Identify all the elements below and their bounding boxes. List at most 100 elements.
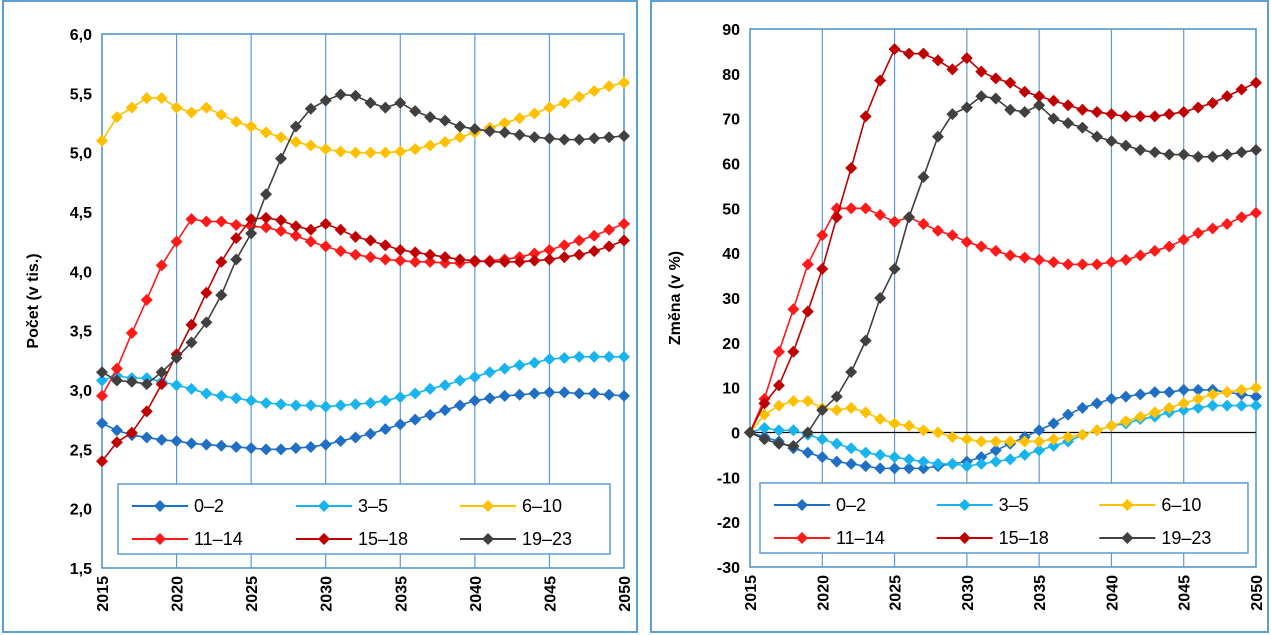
data-point bbox=[917, 462, 930, 475]
data-point bbox=[758, 433, 771, 446]
legend-item: 11–14 bbox=[774, 528, 885, 548]
data-point bbox=[185, 106, 198, 119]
data-point bbox=[845, 401, 858, 414]
legend-label: 0–2 bbox=[836, 495, 866, 515]
legend-marker bbox=[958, 532, 971, 544]
data-point bbox=[859, 460, 872, 473]
data-point bbox=[394, 145, 407, 158]
data-point bbox=[483, 255, 496, 268]
series-15–18 bbox=[96, 211, 630, 468]
x-tick-label: 2040 bbox=[468, 576, 485, 612]
legend-marker bbox=[318, 533, 330, 545]
data-point bbox=[1148, 146, 1161, 159]
data-point bbox=[903, 462, 916, 475]
data-point bbox=[230, 392, 243, 405]
data-point bbox=[528, 356, 541, 369]
data-point bbox=[1177, 105, 1190, 118]
data-point bbox=[513, 359, 526, 372]
legend-marker bbox=[154, 533, 166, 545]
data-point bbox=[758, 408, 771, 421]
data-point bbox=[140, 431, 153, 444]
data-point bbox=[888, 417, 901, 430]
data-point bbox=[245, 394, 258, 407]
data-point bbox=[349, 248, 362, 261]
y-tick-label: 20 bbox=[722, 336, 740, 353]
y-tick-label: 2,5 bbox=[70, 442, 92, 459]
data-point bbox=[319, 240, 332, 253]
data-point bbox=[110, 362, 123, 375]
data-point bbox=[379, 101, 392, 114]
data-point bbox=[1250, 144, 1262, 157]
y-tick-label: 90 bbox=[722, 22, 740, 39]
data-point bbox=[230, 115, 243, 128]
data-point bbox=[543, 386, 556, 399]
data-point bbox=[618, 389, 630, 402]
data-point bbox=[1134, 110, 1147, 123]
data-point bbox=[439, 251, 452, 264]
data-point bbox=[931, 426, 944, 439]
data-point bbox=[1090, 258, 1103, 271]
x-tick-label: 2045 bbox=[542, 576, 559, 612]
data-point bbox=[989, 72, 1002, 85]
data-point bbox=[304, 235, 317, 248]
legend-marker bbox=[796, 532, 808, 544]
y-tick-label: 3,0 bbox=[70, 383, 92, 400]
data-point bbox=[319, 400, 332, 413]
data-point bbox=[588, 245, 601, 258]
series-11–14 bbox=[96, 213, 630, 402]
plot-area bbox=[101, 33, 625, 569]
data-point bbox=[772, 399, 785, 412]
data-point bbox=[888, 215, 901, 228]
data-point bbox=[816, 229, 829, 242]
data-point bbox=[155, 366, 168, 379]
data-point bbox=[498, 389, 511, 402]
data-point bbox=[1062, 258, 1075, 271]
y-tick-label: 50 bbox=[722, 201, 740, 218]
data-point bbox=[498, 126, 511, 139]
legend-item: 0–2 bbox=[774, 495, 866, 515]
series-6–10 bbox=[96, 76, 630, 159]
series-19–23 bbox=[96, 88, 630, 391]
legend-item: 15–18 bbox=[936, 528, 1049, 548]
data-point bbox=[1119, 139, 1132, 152]
data-point bbox=[110, 436, 123, 449]
data-point bbox=[1250, 390, 1262, 403]
data-point bbox=[558, 351, 571, 364]
y-tick-label: 2,0 bbox=[70, 502, 92, 519]
data-point bbox=[230, 440, 243, 453]
y-tick-label: 6,0 bbox=[70, 27, 92, 44]
data-point bbox=[1206, 222, 1219, 235]
data-point bbox=[859, 202, 872, 215]
data-point bbox=[1004, 435, 1017, 448]
data-point bbox=[96, 417, 108, 430]
data-point bbox=[830, 437, 843, 450]
data-point bbox=[859, 110, 872, 123]
data-point bbox=[1235, 83, 1248, 96]
data-point bbox=[1192, 383, 1205, 396]
data-point bbox=[888, 43, 901, 56]
data-point bbox=[845, 365, 858, 378]
data-point bbox=[1134, 388, 1147, 401]
data-point bbox=[334, 399, 347, 412]
data-point bbox=[573, 133, 586, 146]
data-point bbox=[573, 90, 586, 103]
data-point bbox=[787, 395, 800, 408]
data-point bbox=[319, 143, 332, 156]
data-point bbox=[573, 387, 586, 400]
data-point bbox=[758, 397, 771, 410]
data-point bbox=[787, 424, 800, 437]
y-tick-label: 5,5 bbox=[70, 86, 92, 103]
data-point bbox=[931, 130, 944, 143]
data-point bbox=[816, 433, 829, 446]
data-point bbox=[618, 130, 630, 143]
data-point bbox=[931, 224, 944, 237]
data-point bbox=[888, 262, 901, 275]
data-point bbox=[801, 305, 814, 318]
data-point bbox=[573, 234, 586, 247]
data-point bbox=[364, 234, 377, 247]
data-point bbox=[1235, 399, 1248, 412]
data-point bbox=[424, 248, 437, 261]
data-point bbox=[1148, 110, 1161, 123]
data-point bbox=[801, 258, 814, 271]
data-point bbox=[200, 101, 213, 114]
